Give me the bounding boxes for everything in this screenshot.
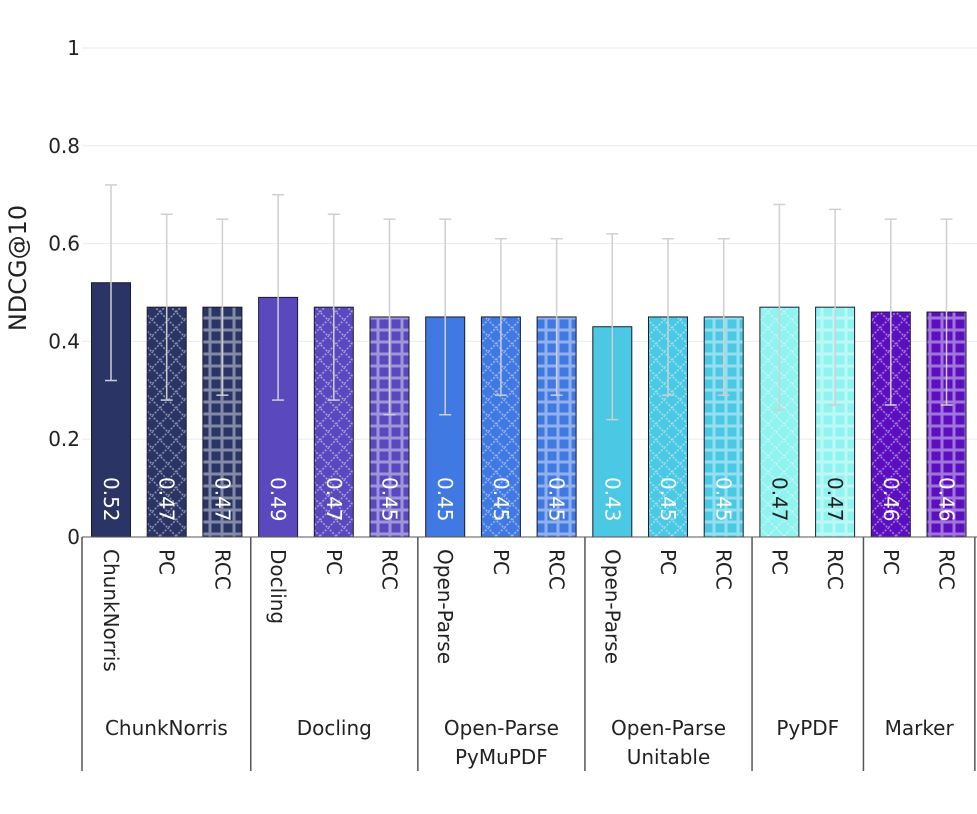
group-label: ChunkNorris xyxy=(105,716,228,740)
group-label: Open-Parse xyxy=(611,716,726,740)
bar-chunknorris-pc: 0.47 xyxy=(146,213,187,538)
data-label: 0.45 xyxy=(656,477,680,522)
x-tick-label: RCC xyxy=(935,549,959,590)
data-label: 0.49 xyxy=(266,477,290,522)
x-tick-label: PC xyxy=(767,549,791,575)
bar-marker-pc: 0.46 xyxy=(870,218,911,538)
bar-pypdf-rcc: 0.47 xyxy=(815,208,856,538)
bar-pypdf-pc: 0.47 xyxy=(759,203,800,538)
bar-open-parse-pymupdf-open-parse: 0.45 xyxy=(425,218,466,538)
y-tick-label: 0.4 xyxy=(48,329,80,353)
x-tick-label: Docling xyxy=(266,549,290,624)
group-label: Unitable xyxy=(627,745,711,769)
y-tick-label: 0.2 xyxy=(48,427,80,451)
bar-chunknorris-rcc: 0.47 xyxy=(202,218,243,538)
x-tick-label: PC xyxy=(489,549,513,575)
bar-docling-docling: 0.49 xyxy=(258,193,299,538)
bars: 0.52 0.47 0.47 0.49 0.47 0.45 0.45 0.45 0.45 0.43… xyxy=(91,184,967,538)
group-label: PyPDF xyxy=(776,716,839,740)
bar-docling-rcc: 0.45 xyxy=(369,218,410,538)
bar-open-parse-unitable-pc: 0.45 xyxy=(648,237,688,538)
x-tick-label: PC xyxy=(879,549,903,575)
data-label: 0.45 xyxy=(712,477,736,522)
data-label: 0.45 xyxy=(489,477,513,522)
bar-open-parse-unitable-rcc: 0.45 xyxy=(703,237,744,538)
group-label: Docling xyxy=(297,716,372,740)
data-label: 0.45 xyxy=(545,477,569,522)
x-tick-label: PC xyxy=(656,549,680,575)
bar-chunknorris-chunknorris: 0.52 xyxy=(91,184,131,538)
data-label: 0.46 xyxy=(879,477,903,522)
x-tick-label: Open-Parse xyxy=(600,549,624,664)
data-label: 0.47 xyxy=(210,477,234,522)
x-tick-label: RCC xyxy=(823,549,847,590)
data-label: 0.47 xyxy=(823,477,847,522)
y-axis-label: NDCG@10 xyxy=(4,205,32,331)
x-tick-label: Open-Parse xyxy=(433,549,457,664)
data-label: 0.47 xyxy=(767,477,791,522)
data-label: 0.47 xyxy=(155,477,179,522)
y-axis-ticks: 0 0.2 0.4 0.6 0.8 1 xyxy=(48,36,80,549)
bar-docling-pc: 0.47 xyxy=(313,213,354,538)
x-tick-label: RCC xyxy=(712,549,736,590)
x-tick-label: ChunkNorris xyxy=(99,549,123,672)
data-label: 0.45 xyxy=(433,477,457,522)
y-tick-label: 0 xyxy=(67,525,80,549)
x-tick-label: PC xyxy=(322,549,346,575)
y-tick-label: 0.8 xyxy=(48,134,80,158)
x-tick-label: RCC xyxy=(378,549,402,590)
bar-open-parse-unitable-open-parse: 0.43 xyxy=(592,233,633,538)
bar-open-parse-pymupdf-rcc: 0.45 xyxy=(536,237,577,538)
data-label: 0.46 xyxy=(935,477,959,522)
x-tick-label: RCC xyxy=(210,549,234,590)
group-label: Open-Parse xyxy=(444,716,559,740)
bar-marker-rcc: 0.46 xyxy=(926,218,967,538)
data-label: 0.45 xyxy=(378,477,402,522)
x-tick-label: RCC xyxy=(545,549,569,590)
y-tick-label: 0.6 xyxy=(48,232,80,256)
bar-open-parse-pymupdf-pc: 0.45 xyxy=(480,237,521,538)
data-label: 0.52 xyxy=(99,477,123,522)
data-label: 0.43 xyxy=(600,477,624,522)
data-label: 0.47 xyxy=(322,477,346,522)
x-tick-label: PC xyxy=(155,549,179,575)
group-label: PyMuPDF xyxy=(455,745,548,769)
y-tick-label: 1 xyxy=(67,36,80,60)
x-axis: ChunkNorris PC RCC ChunkNorris Docling PC RCC D… xyxy=(81,536,977,771)
group-label: Marker xyxy=(885,716,955,740)
